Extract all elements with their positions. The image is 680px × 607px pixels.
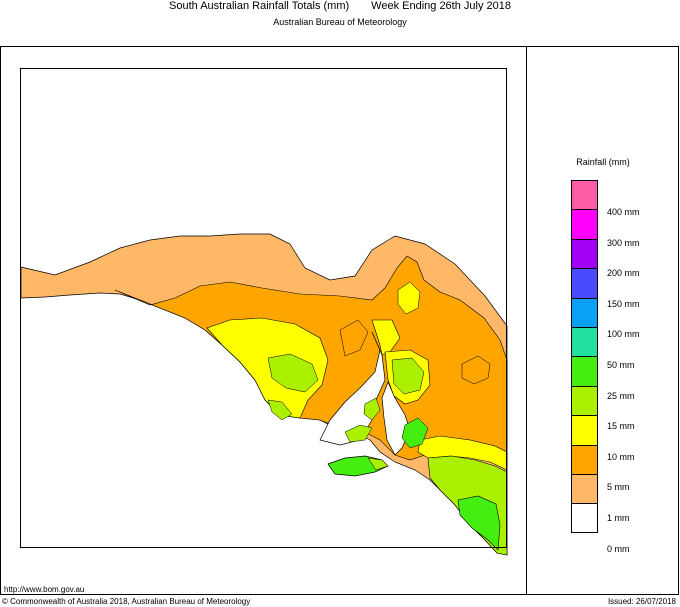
title-period: Week Ending 26th July 2018 [371, 0, 511, 12]
band-5mm-contour-east [461, 355, 491, 385]
map-border [20, 68, 507, 548]
title-text: South Australian Rainfall Totals (mm) [169, 0, 350, 12]
band-25mm-lower-south-east [457, 495, 501, 551]
legend-label-5: 50 mm [607, 360, 635, 370]
legend-swatch-11 [571, 503, 598, 533]
band-15mm-yorke-south [363, 397, 381, 421]
legend-swatch-7 [571, 385, 598, 416]
map-title: South Australian Rainfall Totals (mm) Wee… [0, 0, 680, 12]
legend-label-7: 15 mm [607, 421, 635, 432]
legend-swatch-8 [571, 415, 598, 445]
legend-label-8: 10 mm [607, 451, 635, 462]
legend-label-10: 1 mm [607, 513, 630, 523]
legend-label-0: 400 mm [607, 207, 640, 217]
legend-title: Rainfall (mm) [576, 157, 630, 167]
legend-swatch-1 [571, 209, 598, 239]
legend-label-11: 0 mm [607, 543, 630, 554]
legend-swatch-0 [571, 180, 598, 210]
legend-swatch-2 [571, 238, 598, 269]
band-10mm-flinders [397, 281, 421, 315]
legend-swatch-4 [571, 297, 598, 327]
legend-swatch-5 [571, 326, 598, 357]
legend-label-2: 200 mm [607, 268, 640, 279]
legend-swatch-6 [571, 356, 598, 386]
legend-swatch-10 [571, 473, 598, 504]
legend-label-1: 300 mm [607, 237, 640, 248]
legend-color-scale [571, 180, 599, 533]
footer-copyright: © Commonwealth of Australia 2018, Austra… [2, 597, 251, 606]
legend-label-9: 5 mm [607, 482, 630, 493]
band-10mm-eyre-peninsula [206, 317, 329, 419]
legend-label-4: 100 mm [607, 329, 640, 340]
band-25mm-adelaide-hills [401, 417, 429, 449]
kangaroo-island-east [367, 457, 389, 471]
outer-frame [0, 46, 679, 595]
footer-issued-date: Issued: 26/07/2018 [607, 597, 676, 606]
footer-url[interactable]: http://www.bom.gov.au [4, 585, 85, 594]
map-subtitle: Australian Bureau of Meteorology [273, 17, 407, 27]
band-15mm-mid-north [391, 357, 425, 395]
legend-label-6: 25 mm [607, 390, 635, 401]
legend-swatch-3 [571, 268, 598, 298]
band-10mm-adelaide-hills [417, 435, 508, 471]
band-15mm-fleurieu [344, 424, 373, 443]
legend-label-3: 150 mm [607, 298, 640, 309]
band-15mm-eyre-tip [267, 399, 293, 421]
legend-divider [526, 46, 527, 595]
band-15mm-eyre-peninsula [267, 353, 319, 393]
legend-swatch-9 [571, 444, 598, 474]
band-5mm-contour-west [339, 319, 369, 357]
